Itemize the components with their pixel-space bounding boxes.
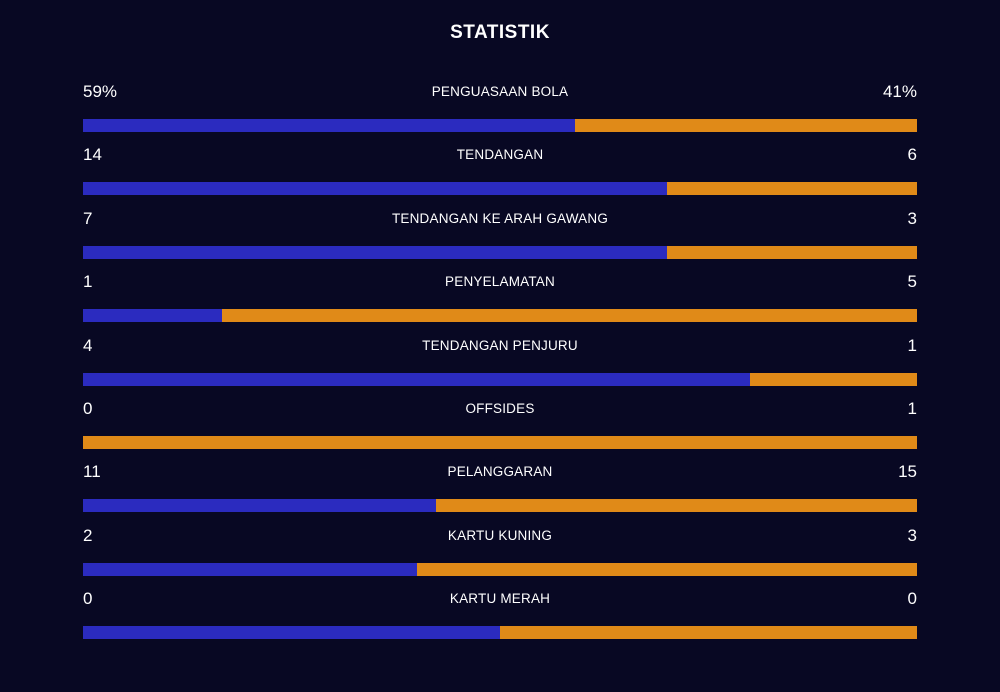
home-value: 2 xyxy=(83,525,93,545)
stat-label: KARTU MERAH xyxy=(449,591,551,607)
home-bar-fill xyxy=(83,562,417,576)
stat-label: PENYELAMATAN xyxy=(445,274,555,290)
away-value: 41% xyxy=(882,82,917,101)
stat-label: TENDANGAN KE ARAH GAWANG xyxy=(391,210,609,226)
stat-row-saves: 1 PENYELAMATAN 5 xyxy=(83,270,917,333)
stat-row-offsides: 0 OFFSIDES 1 xyxy=(83,397,917,460)
home-value: 11 xyxy=(83,462,101,482)
home-bar-fill xyxy=(83,182,667,196)
stat-bar xyxy=(83,309,917,323)
away-bar-fill xyxy=(500,626,917,640)
away-value: 3 xyxy=(907,525,917,545)
away-value: 15 xyxy=(898,462,917,482)
away-bar-fill xyxy=(666,245,917,259)
stat-label: PENGUASAAN BOLA xyxy=(431,84,569,99)
away-value: 3 xyxy=(907,208,917,228)
stat-label: TENDANGAN PENJURU xyxy=(422,337,578,353)
stat-row-fouls: 11 PELANGGARAN 15 xyxy=(83,460,917,523)
home-value: 4 xyxy=(83,335,93,355)
stat-bar xyxy=(83,182,917,196)
away-value: 1 xyxy=(907,335,917,355)
stat-label: TENDANGAN xyxy=(456,147,544,163)
home-bar-fill xyxy=(83,309,223,323)
stat-bar xyxy=(83,435,917,449)
stat-bar xyxy=(83,626,917,640)
stat-bar xyxy=(83,372,917,386)
page-title: STATISTIK xyxy=(450,22,550,43)
stat-label: KARTU KUNING xyxy=(447,527,553,543)
home-value: 1 xyxy=(83,272,93,292)
away-value: 5 xyxy=(907,272,917,292)
stat-label: OFFSIDES xyxy=(465,400,535,416)
stat-bar xyxy=(83,119,917,132)
home-bar-fill xyxy=(83,499,436,513)
stat-row-yellow-cards: 2 KARTU KUNING 3 xyxy=(83,524,917,587)
home-value: 59% xyxy=(83,82,118,101)
home-value: 14 xyxy=(83,145,102,165)
home-bar-fill xyxy=(83,626,500,640)
stat-row-possession: 59% PENGUASAAN BOLA 41% xyxy=(83,80,917,143)
away-bar-fill xyxy=(416,562,917,576)
stat-row-corners: 4 TENDANGAN PENJURU 1 xyxy=(83,334,917,397)
stats-list: 59% PENGUASAAN BOLA 41% 14 TENDANGAN 6 7… xyxy=(83,80,917,651)
stat-row-red-cards: 0 KARTU MERAH 0 xyxy=(83,587,917,650)
home-value: 0 xyxy=(83,398,93,418)
home-value: 0 xyxy=(83,589,93,609)
stat-bar xyxy=(83,562,917,576)
stat-label: PELANGGARAN xyxy=(447,464,553,480)
home-value: 7 xyxy=(83,208,93,228)
away-value: 6 xyxy=(907,145,917,165)
stat-row-shots-on-target: 7 TENDANGAN KE ARAH GAWANG 3 xyxy=(83,207,917,270)
stat-bar xyxy=(83,245,917,259)
away-value: 0 xyxy=(907,589,917,609)
away-bar-fill xyxy=(750,372,917,386)
away-bar-fill xyxy=(83,435,917,449)
stat-bar xyxy=(83,499,917,513)
home-bar-fill xyxy=(83,119,576,132)
away-bar-fill xyxy=(575,119,917,132)
away-value: 1 xyxy=(907,398,917,418)
away-bar-fill xyxy=(666,182,917,196)
stat-row-shots: 14 TENDANGAN 6 xyxy=(83,143,917,206)
away-bar-fill xyxy=(222,309,917,323)
home-bar-fill xyxy=(83,245,667,259)
away-bar-fill xyxy=(435,499,917,513)
home-bar-fill xyxy=(83,372,751,386)
